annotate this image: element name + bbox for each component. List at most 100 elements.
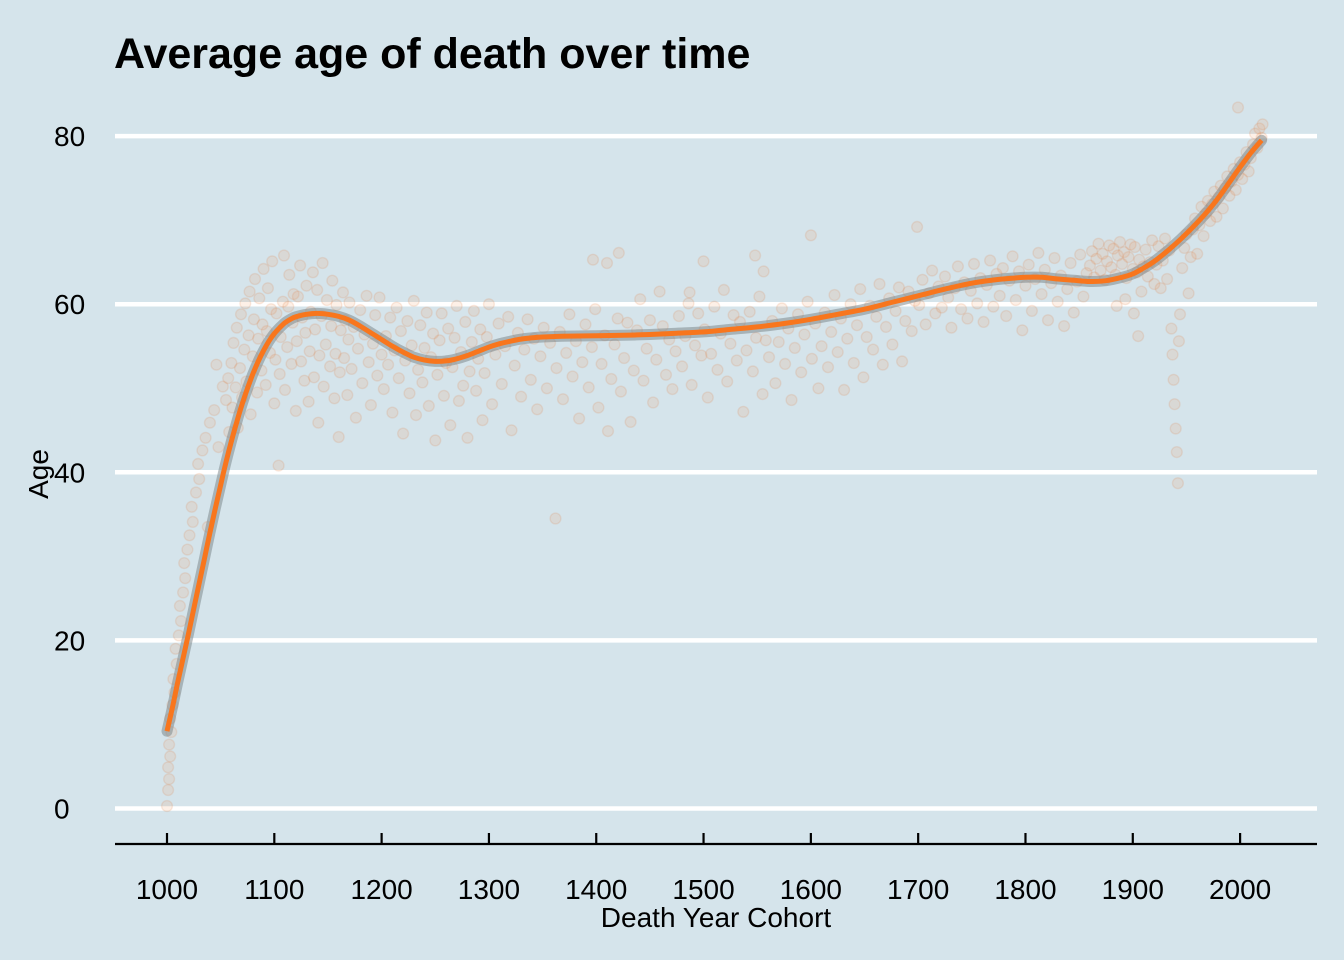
scatter-point	[778, 357, 792, 371]
scatter-point	[179, 572, 192, 585]
scatter-point	[256, 318, 269, 331]
scatter-point	[1191, 247, 1204, 260]
scatter-point	[334, 324, 347, 337]
scatter-point	[1032, 246, 1045, 260]
scatter-point	[384, 311, 397, 324]
scatter-point	[692, 307, 705, 320]
x-tick-label-1600: 1600	[780, 874, 842, 905]
scatter-point	[313, 349, 326, 362]
scatter-point	[345, 362, 358, 376]
scatter-point	[183, 529, 196, 542]
scatter-point	[409, 409, 423, 422]
scatter-point	[233, 362, 247, 375]
scatter-point	[486, 398, 499, 411]
scatter-point	[333, 366, 346, 379]
scatter-point	[360, 289, 373, 302]
scatter-point	[177, 586, 190, 599]
scatter-point	[600, 256, 614, 270]
scatter-point	[971, 297, 984, 310]
scatter-point	[1118, 246, 1131, 259]
scatter-point	[954, 303, 968, 316]
scatter-point	[1064, 256, 1077, 270]
scatter-point	[257, 262, 270, 276]
scatter-point	[319, 338, 332, 351]
scatter-point	[672, 309, 686, 323]
scatter-point	[634, 293, 647, 306]
scatter-point	[259, 378, 272, 392]
scatter-point	[212, 441, 225, 454]
scatter-point	[216, 380, 229, 393]
scatter-point	[401, 314, 414, 328]
scatter-point	[1171, 477, 1185, 490]
x-tick-label-2000: 2000	[1209, 874, 1271, 905]
scatter-point	[815, 340, 828, 353]
scatter-point	[1139, 243, 1152, 256]
scatter-point	[1051, 295, 1064, 308]
scatter-point	[163, 772, 176, 786]
scatter-point	[242, 329, 255, 342]
scatter-point	[1006, 250, 1019, 263]
scatter-point	[717, 283, 731, 297]
scatter-point	[1115, 257, 1129, 271]
scatter-point	[650, 353, 663, 366]
scatter-point	[929, 307, 942, 320]
scatter-point	[1009, 293, 1022, 307]
scatter-point	[227, 336, 240, 350]
scatter-point	[572, 412, 586, 425]
scatter-point	[178, 556, 191, 570]
scatter-point	[556, 393, 570, 406]
y-axis-title: Age	[22, 449, 54, 499]
scatter-point	[373, 291, 386, 304]
x-axis-title: Death Year Cohort	[600, 902, 832, 933]
scatter-point	[247, 313, 261, 326]
scatter-point	[737, 405, 750, 418]
scatter-point	[617, 351, 631, 365]
scatter-point	[1248, 127, 1262, 140]
scatter-point	[804, 229, 818, 242]
scatter-point	[688, 339, 702, 352]
scatter-point	[643, 314, 657, 327]
scatter-point	[910, 220, 924, 234]
scatter-point	[326, 274, 339, 287]
scatter-point	[277, 249, 291, 262]
scatter-point	[1048, 251, 1061, 265]
scatter-point	[407, 294, 420, 307]
scatter-point	[272, 459, 285, 472]
scatter-point	[518, 343, 531, 356]
scatter-point	[1182, 287, 1195, 300]
scatter-point	[579, 318, 592, 331]
scatter-point	[1145, 234, 1159, 247]
scatter-point	[1103, 239, 1116, 252]
x-tick-label-1500: 1500	[672, 874, 734, 905]
scatter-point	[164, 750, 177, 763]
scatter-point	[181, 543, 194, 556]
x-tick-label-1200: 1200	[350, 874, 412, 905]
scatter-point	[841, 332, 854, 345]
scatter-point	[457, 379, 470, 392]
scatter-point	[1210, 210, 1223, 223]
scatter-point	[238, 343, 251, 356]
scatter-point	[371, 369, 384, 382]
scatter-point	[341, 388, 354, 402]
scatter-point	[945, 321, 958, 334]
scatter-point	[614, 385, 628, 398]
scatter-point	[325, 320, 338, 333]
scatter-point	[1110, 299, 1123, 313]
scatter-point	[351, 342, 365, 355]
scatter-point	[1067, 306, 1080, 319]
x-tick-label-1700: 1700	[887, 874, 949, 905]
scatter-point	[805, 352, 819, 365]
scatter-point	[951, 260, 965, 273]
scatter-point	[239, 297, 252, 310]
scatter-point	[268, 397, 281, 410]
scatter-point	[595, 357, 608, 371]
scatter-point	[697, 255, 710, 268]
scatter-point	[283, 268, 296, 281]
scatter-point	[465, 335, 478, 349]
scatter-point	[775, 302, 789, 315]
scatter-point	[1231, 101, 1245, 114]
scatter-point	[905, 325, 918, 338]
scatter-point	[1100, 255, 1114, 268]
scatter-point	[392, 372, 405, 385]
